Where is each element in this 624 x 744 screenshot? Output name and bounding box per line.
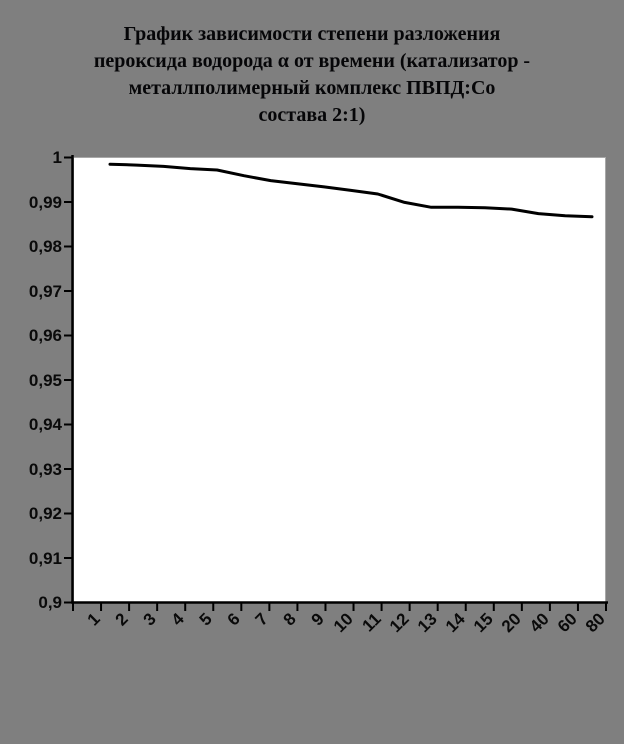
y-tick-label: 0,98 — [28, 237, 62, 256]
y-tick-label: 0,96 — [28, 326, 62, 345]
data-line — [108, 162, 594, 219]
y-tick-label: 0,95 — [28, 370, 62, 390]
y-tick-label: 0,97 — [28, 281, 62, 301]
y-tick-label: 1 — [52, 148, 62, 167]
y-tick-label: 0,93 — [28, 459, 62, 479]
y-tick-label: 0,99 — [28, 192, 62, 212]
chart-title-line-3: металлполимерный комплекс ПВПД:Co — [128, 77, 496, 99]
y-tick-label: 0,9 — [38, 593, 62, 612]
chart-title: График зависимости степени разложения пе… — [52, 21, 572, 129]
y-tick-label: 0,92 — [28, 504, 62, 523]
y-tick-label: 0,94 — [28, 415, 62, 434]
chart-title-line-4: состава 2:1) — [258, 104, 366, 126]
plot-area — [73, 157, 606, 603]
y-tick-label: 0,91 — [28, 548, 62, 568]
chart-title-line-2: пероксида водорода α от времени (катализ… — [93, 50, 531, 72]
chart-title-line-1: График зависимости степени разложения — [123, 23, 501, 45]
